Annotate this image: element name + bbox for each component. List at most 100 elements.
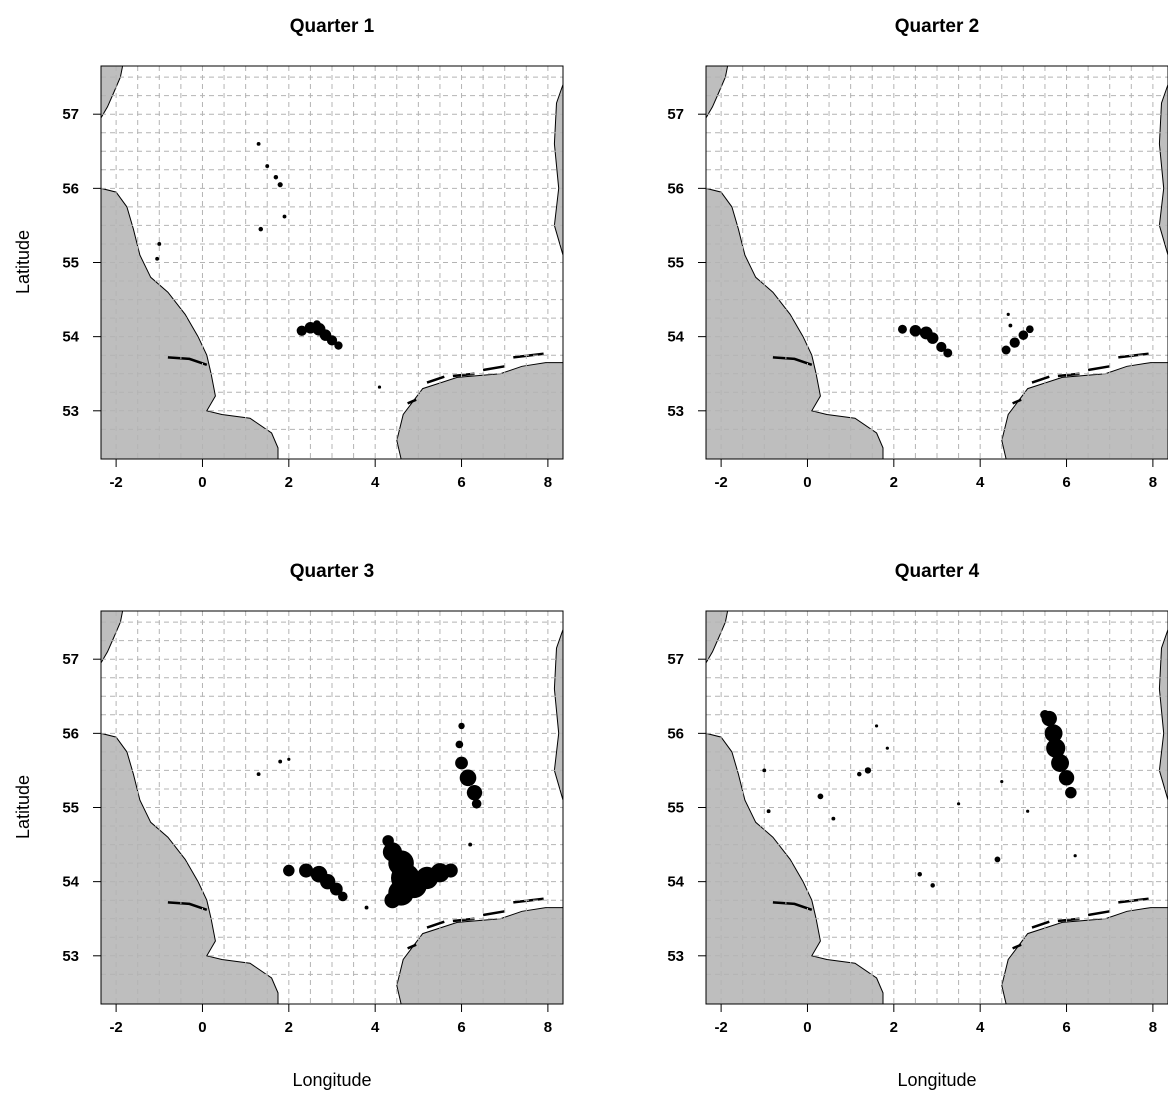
observation-point <box>256 772 261 777</box>
x-tick-label: 0 <box>803 1019 811 1036</box>
x-tick-label: 8 <box>544 1019 552 1036</box>
observation-point <box>1018 330 1029 340</box>
observation-point <box>926 332 939 344</box>
observation-point <box>329 882 343 896</box>
x-tick-label: 0 <box>198 1019 206 1036</box>
observation-point <box>377 385 382 389</box>
y-tick-label: 53 <box>62 403 79 420</box>
wadden-island <box>426 375 445 384</box>
land-scotland <box>706 611 729 664</box>
wadden-island <box>1087 910 1110 917</box>
humber-estuary <box>167 356 208 366</box>
panel-title: Quarter 3 <box>290 561 374 582</box>
observation-point <box>256 141 261 146</box>
y-tick-label: 54 <box>62 329 79 346</box>
observation-point <box>283 864 295 877</box>
observation-point <box>1058 770 1075 786</box>
y-tick-label: 57 <box>667 106 684 123</box>
map-panel-3: Quarter 3 -2 0 2 4 6 8 53 54 55 56 57 <box>62 561 564 1036</box>
observation-point <box>287 757 291 761</box>
panel-title: Quarter 1 <box>290 16 375 37</box>
y-axis-label-top: Latitude <box>13 230 33 294</box>
observation-point <box>817 793 824 800</box>
observation-point <box>364 905 369 910</box>
land-scotland <box>101 611 124 664</box>
land-scotland <box>706 66 729 119</box>
observation-point <box>334 341 343 350</box>
y-tick-label: 53 <box>667 948 684 965</box>
observation-point <box>864 767 872 774</box>
wadden-island <box>1012 398 1022 405</box>
observation-point <box>917 871 922 877</box>
observation-point <box>831 816 836 821</box>
observation-point <box>1051 754 1070 772</box>
observation-point <box>157 242 162 246</box>
observation-point <box>155 256 160 261</box>
observation-point <box>326 335 338 346</box>
observation-point <box>458 722 465 730</box>
x-tick-label: 6 <box>457 1019 465 1036</box>
map-panel-4: Quarter 4 -2 0 2 4 6 8 53 54 55 56 57 <box>667 561 1168 1036</box>
observation-point <box>1026 809 1030 813</box>
observation-point <box>466 784 483 801</box>
panel-title: Quarter 2 <box>895 16 979 37</box>
y-tick-label: 56 <box>62 725 79 742</box>
wadden-island <box>407 398 417 405</box>
x-tick-label: 4 <box>371 1019 380 1036</box>
observation-point <box>265 164 270 169</box>
x-tick-label: 0 <box>803 474 811 491</box>
y-tick-label: 56 <box>667 725 684 742</box>
y-tick-label: 53 <box>62 948 79 965</box>
observation-point <box>874 724 879 728</box>
x-tick-label: 2 <box>285 474 293 491</box>
observation-point <box>956 802 961 806</box>
land-jutland <box>1158 66 1168 256</box>
observation-point <box>258 226 263 232</box>
humber-estuary <box>167 901 208 911</box>
observation-point <box>278 759 283 764</box>
x-tick-label: -2 <box>714 474 727 491</box>
x-tick-label: 8 <box>544 474 552 491</box>
y-tick-label: 57 <box>62 651 79 668</box>
land-scotland <box>101 66 124 119</box>
x-tick-label: 8 <box>1149 474 1157 491</box>
panel-title: Quarter 4 <box>895 561 980 582</box>
y-axis-label-bottom: Latitude <box>13 775 33 839</box>
x-tick-label: 6 <box>1062 1019 1070 1036</box>
wadden-island <box>407 943 417 950</box>
y-tick-label: 55 <box>62 255 79 272</box>
observation-point <box>1009 337 1020 348</box>
x-tick-label: 6 <box>1062 474 1070 491</box>
y-tick-label: 54 <box>667 329 684 346</box>
x-tick-label: 6 <box>457 474 465 491</box>
observation-point <box>936 341 947 353</box>
y-tick-label: 57 <box>667 651 684 668</box>
y-tick-label: 56 <box>667 180 684 197</box>
observation-point <box>471 798 482 809</box>
y-tick-label: 57 <box>62 106 79 123</box>
x-tick-label: -2 <box>109 1019 122 1036</box>
x-tick-label: 2 <box>285 1019 293 1036</box>
y-tick-label: 54 <box>667 874 684 891</box>
observation-point <box>1001 345 1011 355</box>
observation-point <box>1040 710 1050 720</box>
observation-point <box>1044 724 1063 743</box>
observation-point <box>282 214 287 219</box>
y-tick-label: 56 <box>62 180 79 197</box>
observation-point <box>277 182 283 188</box>
x-axis-label-left: Longitude <box>292 1070 371 1090</box>
observation-point <box>468 842 473 847</box>
land-jutland <box>1158 611 1168 801</box>
observation-point <box>766 809 771 814</box>
x-tick-label: -2 <box>109 474 122 491</box>
wadden-island <box>1031 920 1050 929</box>
x-tick-label: 4 <box>371 474 380 491</box>
observation-point <box>382 835 394 847</box>
observation-point <box>943 348 953 358</box>
x-tick-label: 0 <box>198 474 206 491</box>
humber-estuary <box>772 901 813 911</box>
observation-point <box>1000 779 1004 784</box>
x-tick-label: 2 <box>890 474 898 491</box>
observation-point <box>1025 325 1034 334</box>
